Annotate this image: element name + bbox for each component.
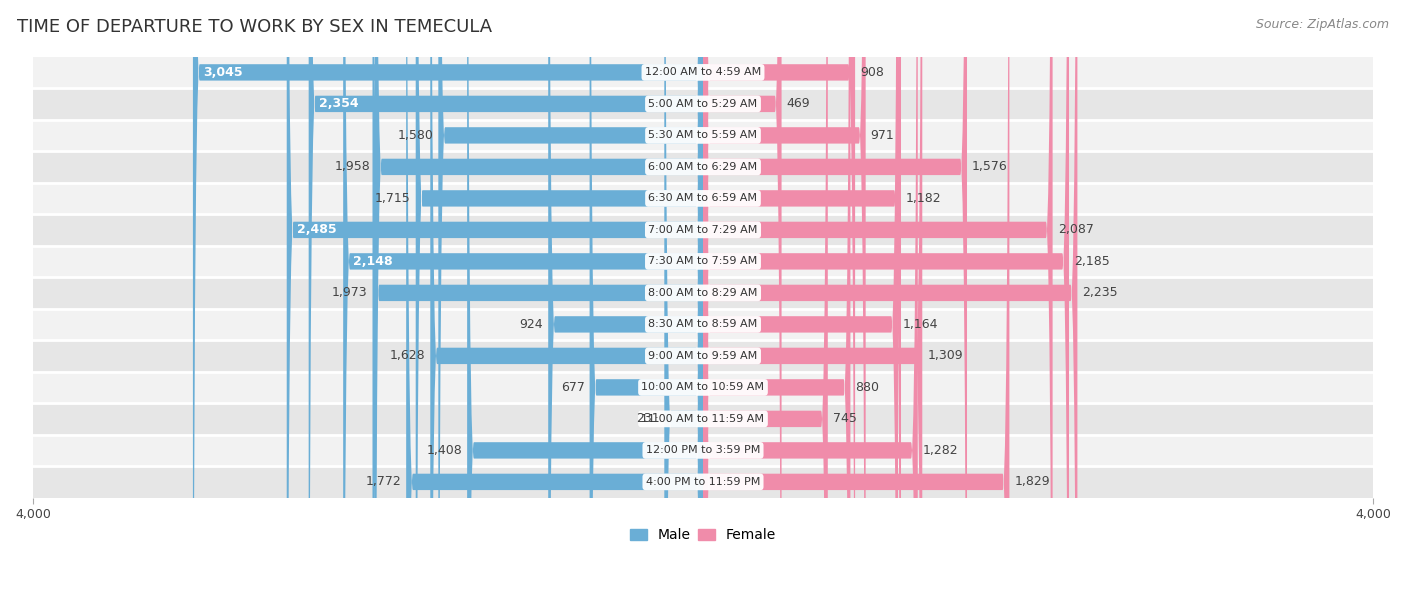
Bar (32, 246, 1374, 277)
Text: 1,309: 1,309 (928, 349, 963, 362)
Text: 4:00 PM to 11:59 PM: 4:00 PM to 11:59 PM (645, 477, 761, 487)
Text: 677: 677 (561, 381, 585, 394)
Text: 1,958: 1,958 (335, 161, 370, 173)
FancyBboxPatch shape (703, 0, 898, 595)
Bar (32, 309, 1374, 340)
Text: 8:30 AM to 8:59 AM: 8:30 AM to 8:59 AM (648, 320, 758, 330)
Text: 2,485: 2,485 (297, 223, 336, 236)
Text: 1,182: 1,182 (905, 192, 942, 205)
FancyBboxPatch shape (406, 0, 703, 595)
Text: 3,045: 3,045 (202, 66, 243, 79)
FancyBboxPatch shape (703, 0, 1077, 595)
Text: 971: 971 (870, 129, 894, 142)
FancyBboxPatch shape (439, 0, 703, 595)
FancyBboxPatch shape (375, 0, 703, 595)
FancyBboxPatch shape (664, 0, 703, 595)
FancyBboxPatch shape (703, 0, 1010, 595)
FancyBboxPatch shape (703, 0, 782, 595)
FancyBboxPatch shape (703, 0, 967, 595)
Text: 1,628: 1,628 (389, 349, 425, 362)
Text: 1,973: 1,973 (332, 286, 367, 299)
Text: 1,829: 1,829 (1014, 475, 1050, 488)
Text: 2,148: 2,148 (353, 255, 392, 268)
Text: 1,408: 1,408 (426, 444, 463, 457)
Text: 11:00 AM to 11:59 AM: 11:00 AM to 11:59 AM (641, 414, 765, 424)
Legend: Male, Female: Male, Female (624, 523, 782, 548)
Text: 8:00 AM to 8:29 AM: 8:00 AM to 8:29 AM (648, 288, 758, 298)
FancyBboxPatch shape (703, 0, 901, 595)
Text: 10:00 AM to 10:59 AM: 10:00 AM to 10:59 AM (641, 383, 765, 392)
Bar (32, 151, 1374, 183)
Text: 12:00 AM to 4:59 AM: 12:00 AM to 4:59 AM (645, 67, 761, 77)
FancyBboxPatch shape (703, 0, 1053, 595)
FancyBboxPatch shape (703, 0, 918, 595)
Text: 1,580: 1,580 (398, 129, 433, 142)
Text: 2,185: 2,185 (1074, 255, 1109, 268)
Text: 880: 880 (855, 381, 879, 394)
FancyBboxPatch shape (703, 0, 866, 595)
Text: 1,282: 1,282 (922, 444, 959, 457)
Text: 1,772: 1,772 (366, 475, 401, 488)
Text: 5:30 AM to 5:59 AM: 5:30 AM to 5:59 AM (648, 130, 758, 140)
FancyBboxPatch shape (548, 0, 703, 595)
FancyBboxPatch shape (703, 0, 855, 595)
Text: 469: 469 (786, 98, 810, 111)
FancyBboxPatch shape (343, 0, 703, 595)
Text: 2,087: 2,087 (1057, 223, 1094, 236)
FancyBboxPatch shape (287, 0, 703, 595)
Bar (32, 57, 1374, 88)
FancyBboxPatch shape (416, 0, 703, 595)
Text: 2,354: 2,354 (319, 98, 359, 111)
Text: TIME OF DEPARTURE TO WORK BY SEX IN TEMECULA: TIME OF DEPARTURE TO WORK BY SEX IN TEME… (17, 18, 492, 36)
Text: 1,715: 1,715 (375, 192, 411, 205)
Text: 12:00 PM to 3:59 PM: 12:00 PM to 3:59 PM (645, 446, 761, 455)
Bar (32, 183, 1374, 214)
Bar (32, 277, 1374, 309)
FancyBboxPatch shape (703, 0, 828, 595)
Bar (32, 88, 1374, 120)
Text: 924: 924 (520, 318, 543, 331)
Text: 1,576: 1,576 (972, 161, 1008, 173)
Text: 9:00 AM to 9:59 AM: 9:00 AM to 9:59 AM (648, 351, 758, 361)
Bar (32, 466, 1374, 497)
Bar (32, 434, 1374, 466)
Text: 908: 908 (860, 66, 884, 79)
FancyBboxPatch shape (703, 0, 922, 595)
Bar (32, 214, 1374, 246)
FancyBboxPatch shape (703, 0, 851, 595)
Text: 231: 231 (636, 412, 659, 425)
FancyBboxPatch shape (193, 0, 703, 595)
Text: 745: 745 (832, 412, 856, 425)
FancyBboxPatch shape (589, 0, 703, 595)
FancyBboxPatch shape (373, 0, 703, 595)
Text: 7:30 AM to 7:59 AM: 7:30 AM to 7:59 AM (648, 256, 758, 267)
Bar (32, 340, 1374, 372)
Text: 7:00 AM to 7:29 AM: 7:00 AM to 7:29 AM (648, 225, 758, 235)
Text: 5:00 AM to 5:29 AM: 5:00 AM to 5:29 AM (648, 99, 758, 109)
Text: 6:30 AM to 6:59 AM: 6:30 AM to 6:59 AM (648, 193, 758, 203)
FancyBboxPatch shape (309, 0, 703, 595)
Text: 6:00 AM to 6:29 AM: 6:00 AM to 6:29 AM (648, 162, 758, 172)
Text: Source: ZipAtlas.com: Source: ZipAtlas.com (1256, 18, 1389, 31)
Text: 1,164: 1,164 (903, 318, 939, 331)
Bar (32, 403, 1374, 434)
Bar (32, 120, 1374, 151)
FancyBboxPatch shape (703, 0, 1069, 595)
Bar (32, 372, 1374, 403)
FancyBboxPatch shape (467, 0, 703, 595)
Text: 2,235: 2,235 (1083, 286, 1118, 299)
FancyBboxPatch shape (430, 0, 703, 595)
